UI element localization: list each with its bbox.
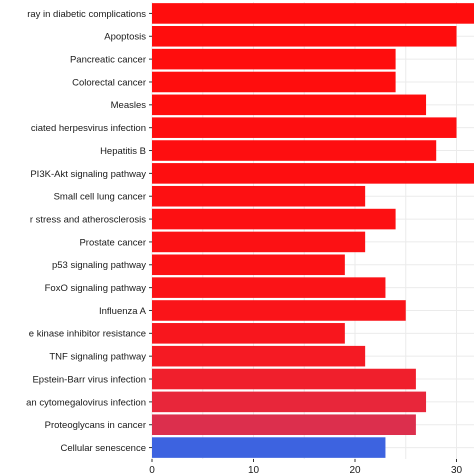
category-label-15: TNF signaling pathway: [49, 352, 146, 363]
category-label-1: Apoptosis: [104, 32, 146, 43]
grid-lines: [151, 2, 474, 459]
bar-17: [152, 391, 427, 413]
category-label-4: Measles: [111, 100, 147, 111]
x-axis: 0 10 20 30: [149, 12, 463, 474]
category-label-11: p53 signaling pathway: [52, 260, 146, 271]
x-tick-label-3: 30: [451, 465, 463, 474]
bar-9: [152, 208, 396, 230]
x-tick-label-0: 0: [149, 465, 155, 474]
bar-13: [152, 300, 406, 321]
category-label-16: Epstein-Barr virus infection: [32, 374, 146, 385]
bar-4: [152, 94, 427, 116]
bar-7: [152, 163, 474, 184]
bar-6: [152, 140, 437, 161]
bar-3: [152, 71, 396, 93]
bar-2: [152, 48, 396, 70]
bar-16: [152, 368, 416, 390]
bar-0: [152, 3, 474, 24]
category-label-8: Small cell lung cancer: [54, 192, 146, 203]
x-tick-label-1: 10: [248, 465, 260, 474]
category-label-6: Hepatitis B: [100, 146, 146, 157]
category-labels: ray in diabetic complications Apoptosis Pa…: [26, 9, 147, 454]
x-tick-label-2: 20: [349, 465, 361, 474]
category-label-17: an cytomegalovirus infection: [26, 397, 146, 408]
bar-11: [152, 254, 345, 276]
category-label-10: Prostate cancer: [79, 237, 146, 248]
bar-1: [152, 25, 457, 47]
bars: [152, 3, 474, 458]
category-label-13: Influenza A: [99, 306, 147, 317]
category-label-7: PI3K-Akt signaling pathway: [30, 169, 146, 180]
bar-8: [152, 185, 366, 207]
category-label-9: r stress and atherosclerosis: [30, 214, 146, 225]
category-label-19: Cellular senescence: [60, 443, 146, 454]
category-label-0: ray in diabetic complications: [27, 9, 146, 20]
category-label-5: ciated herpesvirus infection: [31, 123, 146, 134]
category-label-2: Pancreatic cancer: [70, 55, 146, 66]
bar-19: [152, 437, 386, 458]
bar-14: [152, 323, 345, 344]
bar-10: [152, 231, 366, 253]
category-label-14: e kinase inhibitor resistance: [29, 329, 146, 340]
bar-12: [152, 277, 386, 298]
category-label-12: FoxO signaling pathway: [45, 283, 147, 294]
category-label-18: Proteoglycans in cancer: [45, 420, 146, 431]
bar-15: [152, 345, 366, 367]
category-label-3: Colorectal cancer: [72, 77, 146, 88]
bar-5: [152, 117, 457, 138]
bar-18: [152, 414, 416, 436]
